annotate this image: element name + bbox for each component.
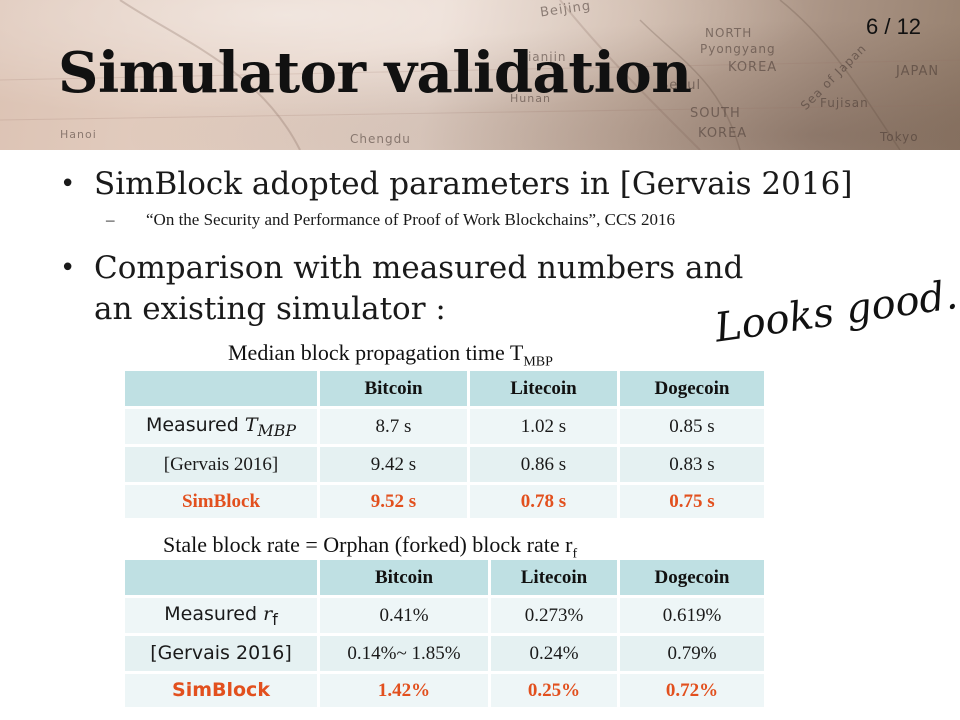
table-row-simblock: SimBlock 9.52 s 0.78 s 0.75 s xyxy=(125,485,767,521)
row-label-subscript: MBP xyxy=(257,420,297,440)
bullet-dot-icon: • xyxy=(60,253,76,283)
map-label: NORTH xyxy=(705,26,753,40)
row-label: [Gervais 2016] xyxy=(125,447,320,485)
map-label: SOUTH xyxy=(690,106,741,121)
row-label-text: Measured xyxy=(145,413,245,436)
row-label: [Gervais 2016] xyxy=(125,636,320,674)
header-sheen xyxy=(0,0,960,150)
map-label: JAPAN xyxy=(896,64,940,79)
table-cell: 1.42% xyxy=(320,674,491,710)
map-label: Tianjin xyxy=(520,50,567,64)
row-label-text: SimBlock xyxy=(172,679,270,701)
sub-bullet-item: – “On the Security and Performance of Pro… xyxy=(106,210,675,230)
table-cell: 0.619% xyxy=(620,598,767,636)
table-header-cell: Bitcoin xyxy=(320,560,491,598)
bullet-item: • SimBlock adopted parameters in [Gervai… xyxy=(60,164,853,205)
table-cell: 9.42 s xyxy=(320,447,470,485)
row-label: Measured rf xyxy=(125,598,320,636)
bullet-text-line2: an existing simulator : xyxy=(94,291,446,327)
table-cell: 0.273% xyxy=(491,598,620,636)
map-label: Fujisan xyxy=(820,96,869,110)
row-label: SimBlock xyxy=(125,674,320,710)
table-cell: 0.72% xyxy=(620,674,767,710)
row-label-text: [Gervais 2016] xyxy=(150,642,292,664)
propagation-time-table: Bitcoin Litecoin Dogecoin Measured TMBP … xyxy=(125,371,767,521)
table-cell: 0.24% xyxy=(491,636,620,674)
table2-caption-sub: f xyxy=(572,546,578,562)
table-cell: 9.52 s xyxy=(320,485,470,521)
row-label-subscript: f xyxy=(272,609,278,629)
table-header-row: Bitcoin Litecoin Dogecoin xyxy=(125,371,767,409)
row-label-symbol: r xyxy=(263,602,273,625)
table-cell: 0.78 s xyxy=(470,485,620,521)
row-label-text: Measured xyxy=(164,602,264,625)
map-label: KOREA xyxy=(728,60,778,75)
map-label: Pyongyang xyxy=(700,42,776,56)
bullet-dot-icon: • xyxy=(60,169,76,199)
table-cell: 0.75 s xyxy=(620,485,767,521)
table-header-cell: Dogecoin xyxy=(620,560,767,598)
map-label: KOREA xyxy=(698,126,748,141)
table-cell: 0.86 s xyxy=(470,447,620,485)
map-label: Hanoi xyxy=(60,128,97,141)
table-row: [Gervais 2016] 9.42 s 0.86 s 0.83 s xyxy=(125,447,767,485)
table-cell: 1.02 s xyxy=(470,409,620,447)
table-cell: 0.79% xyxy=(620,636,767,674)
table-header-cell: Bitcoin xyxy=(320,371,470,409)
table2-caption-text: Stale block rate = Orphan (forked) block… xyxy=(163,532,573,557)
slide-title: Simulator validation xyxy=(58,40,692,106)
map-label: Chengdu xyxy=(350,132,411,146)
table-header-cell: Dogecoin xyxy=(620,371,767,409)
table-header-row: Bitcoin Litecoin Dogecoin xyxy=(125,560,767,598)
table-row: [Gervais 2016] 0.14%~ 1.85% 0.24% 0.79% xyxy=(125,636,767,674)
table1-caption-sub: MBP xyxy=(523,354,553,370)
table-header-cell xyxy=(125,560,320,598)
sub-bullet-text: “On the Security and Performance of Proo… xyxy=(146,210,675,229)
table-cell: 8.7 s xyxy=(320,409,470,447)
table-header-cell: Litecoin xyxy=(491,560,620,598)
handwritten-annotation: Looks good. xyxy=(712,272,960,352)
stale-rate-table: Bitcoin Litecoin Dogecoin Measured rf 0.… xyxy=(125,560,767,710)
table-cell: 0.85 s xyxy=(620,409,767,447)
table-cell: 0.83 s xyxy=(620,447,767,485)
bullet-text: SimBlock adopted parameters in [Gervais … xyxy=(94,166,853,202)
table-cell: 0.41% xyxy=(320,598,491,636)
table-row: Measured TMBP 8.7 s 1.02 s 0.85 s xyxy=(125,409,767,447)
map-decoration xyxy=(0,0,960,150)
dash-icon: – xyxy=(106,210,115,229)
table-cell: 0.25% xyxy=(491,674,620,710)
table-cell: 0.14%~ 1.85% xyxy=(320,636,491,674)
table1-caption-text: Median block propagation time T xyxy=(228,340,524,365)
row-label: Measured TMBP xyxy=(125,409,320,447)
bullet-item: • Comparison with measured numbers and a… xyxy=(60,248,744,330)
table-header-cell xyxy=(125,371,320,409)
table-row: Measured rf 0.41% 0.273% 0.619% xyxy=(125,598,767,636)
table-row-simblock: SimBlock 1.42% 0.25% 0.72% xyxy=(125,674,767,710)
map-label: Seoul xyxy=(660,78,702,93)
table2-caption: Stale block rate = Orphan (forked) block… xyxy=(163,532,577,562)
row-label-symbol: T xyxy=(244,413,258,436)
map-label: Tokyo xyxy=(880,130,919,144)
bullet-text-line1: Comparison with measured numbers and xyxy=(94,250,744,286)
table-header-cell: Litecoin xyxy=(470,371,620,409)
row-label: SimBlock xyxy=(125,485,320,521)
page-number: 6 / 12 xyxy=(866,14,922,39)
table1-caption: Median block propagation time TMBP xyxy=(228,340,553,370)
map-label: Hunan xyxy=(510,92,551,105)
header-map-banner: Beijing Tianjin NORTH Pyongyang KOREA Se… xyxy=(0,0,960,150)
